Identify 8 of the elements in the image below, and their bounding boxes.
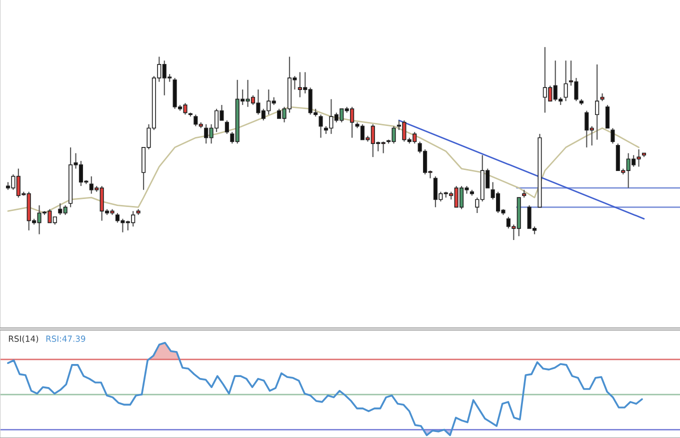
candlestick — [595, 64, 600, 140]
candlestick — [610, 128, 615, 144]
candlestick — [318, 114, 323, 138]
annotation: RSI(14) — [8, 335, 38, 343]
candlestick — [564, 60, 568, 102]
candlestick — [605, 104, 610, 129]
text: RSI:47.39 — [46, 336, 86, 342]
candlestick — [224, 120, 229, 134]
